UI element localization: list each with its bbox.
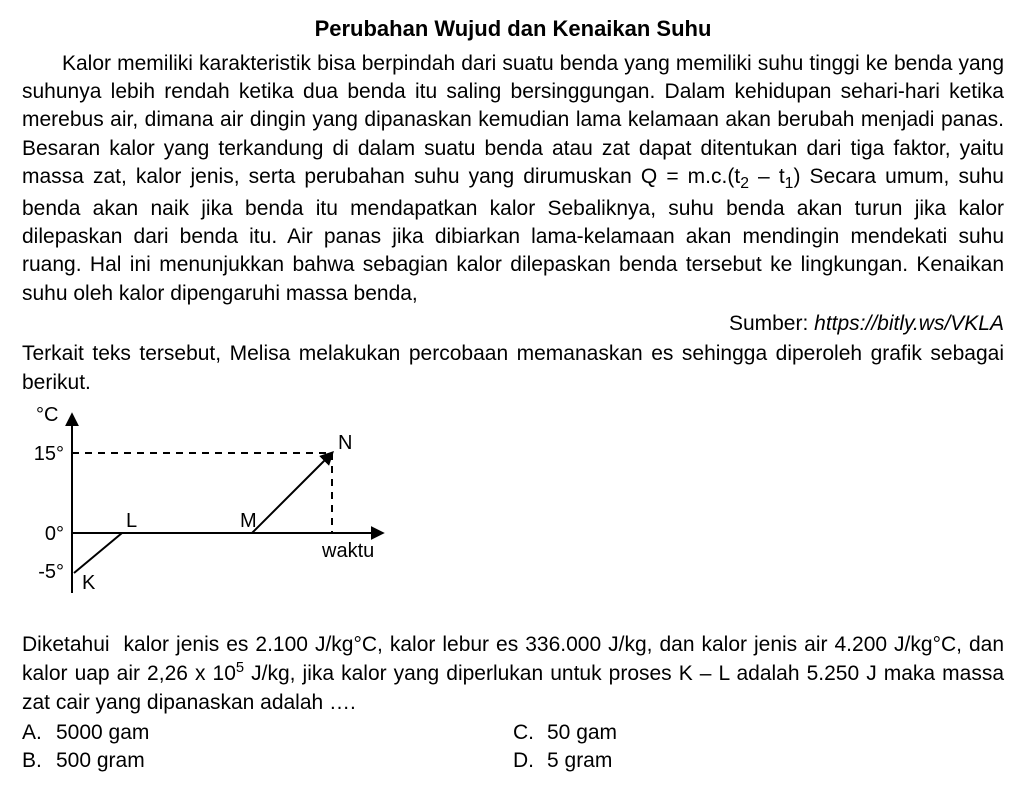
option-b: B. 500 gram bbox=[22, 747, 513, 775]
option-letter: D. bbox=[513, 747, 547, 775]
svg-text:N: N bbox=[338, 432, 352, 454]
option-letter: A. bbox=[22, 719, 56, 747]
option-letter: B. bbox=[22, 747, 56, 775]
page-title: Perubahan Wujud dan Kenaikan Suhu bbox=[22, 14, 1004, 44]
options-col-left: A. 5000 gam B. 500 gram bbox=[22, 719, 513, 776]
option-a: A. 5000 gam bbox=[22, 719, 513, 747]
given-text: Diketahui kalor jenis es 2.100 J/kg°C, k… bbox=[22, 631, 1004, 717]
source-url: https://bitly.ws/VKLA bbox=[814, 312, 1004, 335]
document-page: Perubahan Wujud dan Kenaikan Suhu Kalor … bbox=[0, 0, 1026, 796]
option-text: 500 gram bbox=[56, 747, 145, 775]
lead-text: Terkait teks tersebut, Melisa melakukan … bbox=[22, 340, 1004, 397]
svg-text:15°: 15° bbox=[34, 443, 64, 465]
option-text: 50 gam bbox=[547, 719, 617, 747]
svg-text:waktu: waktu bbox=[321, 540, 374, 562]
source-line: Sumber: https://bitly.ws/VKLA bbox=[22, 310, 1004, 338]
paragraph: Kalor memiliki karakteristik bisa berpin… bbox=[22, 50, 1004, 308]
source-label: Sumber: bbox=[729, 312, 814, 335]
svg-text:L: L bbox=[126, 510, 137, 532]
option-c: C. 50 gam bbox=[513, 719, 1004, 747]
options: A. 5000 gam B. 500 gram C. 50 gam D. 5 g… bbox=[22, 719, 1004, 776]
svg-text:M: M bbox=[240, 510, 257, 532]
svg-text:-5°: -5° bbox=[38, 561, 64, 583]
svg-text:°C: °C bbox=[36, 404, 58, 426]
svg-text:K: K bbox=[82, 572, 96, 594]
option-letter: C. bbox=[513, 719, 547, 747]
svg-text:0°: 0° bbox=[45, 523, 64, 545]
heating-chart: °C 15° 0° -5° K L M Nwaktu bbox=[22, 403, 402, 613]
option-text: 5000 gam bbox=[56, 719, 149, 747]
options-col-right: C. 50 gam D. 5 gram bbox=[513, 719, 1004, 776]
chart-container: °C 15° 0° -5° K L M Nwaktu bbox=[22, 403, 1004, 613]
option-text: 5 gram bbox=[547, 747, 612, 775]
option-d: D. 5 gram bbox=[513, 747, 1004, 775]
